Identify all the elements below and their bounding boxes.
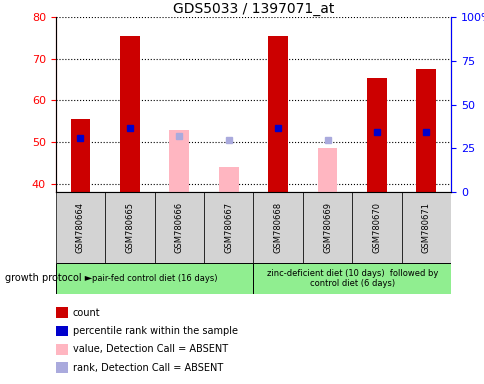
Text: zinc-deficient diet (10 days)  followed by
control diet (6 days): zinc-deficient diet (10 days) followed b… bbox=[266, 269, 437, 288]
Text: value, Detection Call = ABSENT: value, Detection Call = ABSENT bbox=[73, 344, 227, 354]
Text: GSM780668: GSM780668 bbox=[273, 202, 282, 253]
Text: count: count bbox=[73, 308, 100, 318]
Bar bbox=[351, 192, 401, 263]
Bar bbox=[302, 192, 351, 263]
Bar bbox=[204, 192, 253, 263]
Bar bbox=[154, 192, 204, 263]
Bar bbox=[105, 192, 154, 263]
Bar bbox=[253, 192, 302, 263]
Bar bbox=[416, 69, 435, 192]
Text: GSM780671: GSM780671 bbox=[421, 202, 430, 253]
Bar bbox=[401, 192, 450, 263]
Text: growth protocol ►: growth protocol ► bbox=[5, 273, 92, 283]
Text: GSM780665: GSM780665 bbox=[125, 202, 134, 253]
Bar bbox=[56, 192, 105, 263]
Bar bbox=[268, 36, 287, 192]
Bar bbox=[253, 263, 450, 294]
Bar bbox=[56, 263, 253, 294]
Bar bbox=[169, 130, 189, 192]
Text: GSM780666: GSM780666 bbox=[174, 202, 183, 253]
Text: GSM780670: GSM780670 bbox=[372, 202, 380, 253]
Text: GSM780664: GSM780664 bbox=[76, 202, 85, 253]
Text: pair-fed control diet (16 days): pair-fed control diet (16 days) bbox=[91, 274, 217, 283]
Bar bbox=[317, 148, 337, 192]
Title: GDS5033 / 1397071_at: GDS5033 / 1397071_at bbox=[172, 2, 333, 16]
Text: percentile rank within the sample: percentile rank within the sample bbox=[73, 326, 237, 336]
Bar bbox=[218, 167, 238, 192]
Text: GSM780669: GSM780669 bbox=[322, 202, 332, 253]
Text: GSM780667: GSM780667 bbox=[224, 202, 233, 253]
Text: rank, Detection Call = ABSENT: rank, Detection Call = ABSENT bbox=[73, 363, 223, 373]
Bar bbox=[71, 119, 90, 192]
Bar bbox=[120, 36, 139, 192]
Bar bbox=[366, 78, 386, 192]
